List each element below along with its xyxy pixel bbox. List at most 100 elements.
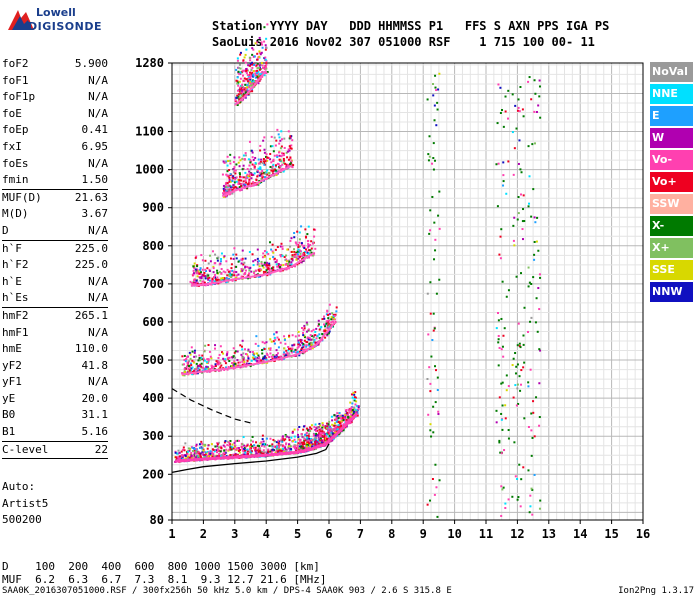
echo-point xyxy=(237,161,240,164)
echo-point xyxy=(241,269,244,272)
echo-point xyxy=(340,419,343,422)
echo-point xyxy=(302,328,305,331)
echo-point xyxy=(270,444,273,447)
echo-point xyxy=(266,173,269,176)
param-name: foEp xyxy=(2,123,29,137)
echo-point xyxy=(268,444,271,447)
echo-point xyxy=(241,91,244,94)
interference-point xyxy=(431,195,434,198)
echo-point xyxy=(231,356,234,359)
echo-point xyxy=(239,67,242,70)
echo-point xyxy=(318,435,321,438)
echo-point xyxy=(239,85,242,88)
echo-point xyxy=(243,77,246,80)
echo-point xyxy=(270,135,273,138)
echo-point xyxy=(350,421,353,424)
echo-point xyxy=(204,344,207,347)
interference-point xyxy=(427,333,430,336)
echo-point xyxy=(181,456,184,459)
echo-point xyxy=(191,283,194,286)
echo-point xyxy=(204,368,207,371)
echo-point xyxy=(327,435,330,438)
echo-point xyxy=(249,448,252,451)
echo-point xyxy=(242,93,245,96)
echo-point xyxy=(261,170,264,173)
param-value: N/A xyxy=(88,156,108,170)
echo-point xyxy=(219,260,222,263)
echo-point xyxy=(316,440,319,443)
echo-point xyxy=(255,72,258,75)
echo-point xyxy=(260,359,263,362)
echo-point xyxy=(306,250,309,253)
echo-point xyxy=(251,66,254,69)
interference-point xyxy=(535,396,538,399)
echo-point xyxy=(247,348,250,351)
interference-point xyxy=(437,88,440,91)
echo-point xyxy=(207,444,210,447)
echo-point xyxy=(265,251,268,254)
echo-point xyxy=(237,361,240,364)
x-tick-label: 6 xyxy=(325,527,332,541)
echo-point xyxy=(293,253,296,256)
interference-point xyxy=(527,80,530,83)
interference-point xyxy=(523,220,526,223)
echo-point xyxy=(351,409,354,412)
version-label: Ion2Png 1.3.17 xyxy=(618,586,694,596)
echo-point xyxy=(215,455,218,458)
echo-point xyxy=(289,156,292,159)
echo-point xyxy=(316,439,319,442)
echo-point xyxy=(250,149,253,152)
echo-point xyxy=(312,328,315,331)
echo-point xyxy=(265,63,268,66)
echo-point xyxy=(214,449,217,452)
echo-point xyxy=(226,164,229,167)
echo-point xyxy=(266,71,269,74)
echo-point xyxy=(265,269,268,272)
param-name: B0 xyxy=(2,408,16,422)
echo-point xyxy=(241,275,244,278)
echo-point xyxy=(244,53,247,56)
interference-point xyxy=(520,193,523,196)
echo-point xyxy=(241,363,244,366)
echo-point xyxy=(228,169,231,172)
echo-point xyxy=(229,446,232,449)
echo-point xyxy=(341,414,344,417)
echo-point xyxy=(300,225,303,228)
echo-point xyxy=(331,312,334,315)
echo-point xyxy=(298,425,301,428)
echo-point xyxy=(252,74,255,77)
echo-point xyxy=(234,178,237,181)
echo-point xyxy=(309,249,312,252)
echo-point xyxy=(322,439,325,442)
interference-point xyxy=(523,361,526,364)
echo-point xyxy=(241,445,244,448)
echo-point xyxy=(249,78,252,81)
echo-point xyxy=(302,257,305,260)
echo-point xyxy=(259,442,262,445)
echo-point xyxy=(230,275,233,278)
echo-point xyxy=(194,281,197,284)
echo-point xyxy=(215,449,218,452)
interference-point xyxy=(500,317,503,320)
echo-point xyxy=(321,428,324,431)
echo-point xyxy=(197,359,200,362)
echo-point xyxy=(231,192,234,195)
echo-point xyxy=(275,354,278,357)
echo-point xyxy=(302,331,305,334)
y-tick-label: 700 xyxy=(142,277,164,291)
interference-point xyxy=(516,383,519,386)
echo-point xyxy=(288,447,291,450)
echo-point xyxy=(248,269,251,272)
interference-point xyxy=(507,385,510,388)
interference-point xyxy=(538,424,541,427)
echo-point xyxy=(207,274,210,277)
echo-point xyxy=(193,451,196,454)
echo-point xyxy=(344,415,347,418)
echo-point xyxy=(283,137,286,140)
echo-point xyxy=(196,265,199,268)
echo-point xyxy=(211,277,214,280)
interference-point xyxy=(429,382,432,385)
echo-point xyxy=(302,348,305,351)
interference-point xyxy=(522,334,525,337)
echo-point xyxy=(192,454,195,457)
